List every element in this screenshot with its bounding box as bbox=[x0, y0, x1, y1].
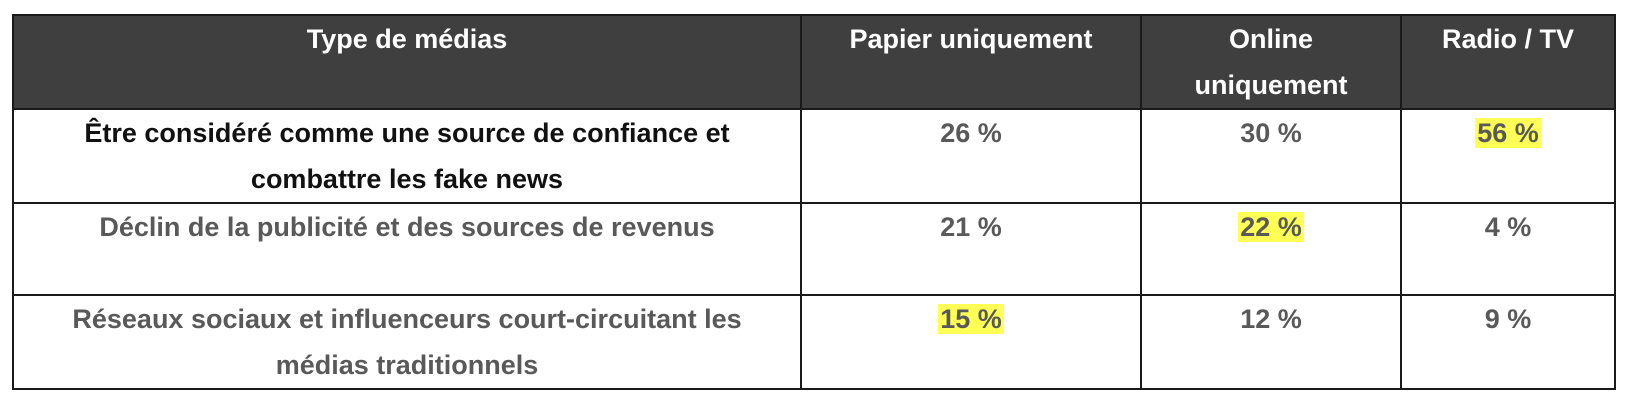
cell: 12 % bbox=[1140, 294, 1402, 390]
row: Réseaux sociaux et influenceurs court-ci… bbox=[12, 294, 1616, 390]
cell: 56 % bbox=[1400, 108, 1616, 204]
highlighted-value: 56 % bbox=[1475, 118, 1541, 148]
row: Déclin de la publicité et des sources de… bbox=[12, 202, 1616, 296]
header-cell: Papier uniquement bbox=[800, 14, 1142, 110]
cell: 22 % bbox=[1140, 202, 1402, 296]
cell: 15 % bbox=[800, 294, 1142, 390]
highlighted-value: 22 % bbox=[1238, 212, 1304, 242]
cell: 4 % bbox=[1400, 202, 1616, 296]
table: Type de médias Papier uniquement Online … bbox=[12, 14, 1616, 390]
header-cell: Radio / TV bbox=[1400, 14, 1616, 110]
row-label: Être considéré comme une source de confi… bbox=[12, 108, 802, 204]
highlighted-value: 15 % bbox=[938, 304, 1004, 334]
row: Être considéré comme une source de confi… bbox=[12, 108, 1616, 204]
row-label: Déclin de la publicité et des sources de… bbox=[12, 202, 802, 296]
cell: 26 % bbox=[800, 108, 1142, 204]
table-header: Type de médias Papier uniquement Online … bbox=[12, 14, 1616, 110]
row-label: Réseaux sociaux et influenceurs court-ci… bbox=[12, 294, 802, 390]
cell: 21 % bbox=[800, 202, 1142, 296]
cell: 9 % bbox=[1400, 294, 1616, 390]
header-cell: Online uniquement bbox=[1140, 14, 1402, 110]
cell: 30 % bbox=[1140, 108, 1402, 204]
header-row: Type de médias Papier uniquement Online … bbox=[12, 14, 1616, 110]
header-cell: Type de médias bbox=[12, 14, 802, 110]
table-body: Être considéré comme une source de confi… bbox=[12, 108, 1616, 390]
